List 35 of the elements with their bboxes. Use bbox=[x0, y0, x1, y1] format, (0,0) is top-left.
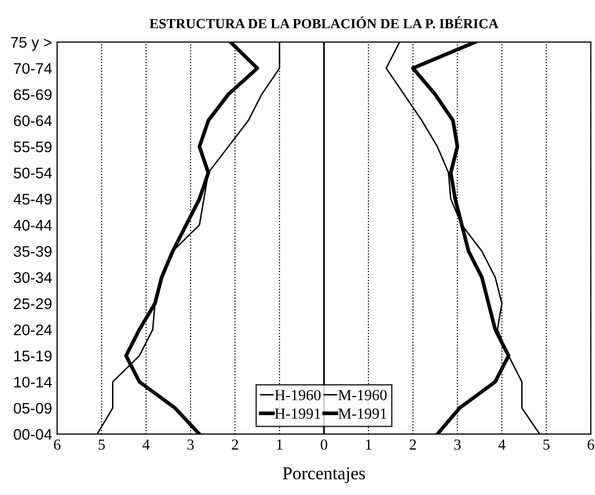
x-tick-label: 4 bbox=[498, 440, 506, 450]
legend-label: H-1960 bbox=[274, 390, 321, 400]
legend-label: H-1991 bbox=[274, 408, 320, 419]
x-tick-label: 5 bbox=[98, 440, 105, 450]
y-tick-label: 00-04 bbox=[14, 428, 52, 440]
legend-label: M-1960 bbox=[338, 390, 387, 400]
x-tick-label: 4 bbox=[142, 440, 150, 450]
x-tick-label: 5 bbox=[543, 440, 550, 450]
x-tick-label: 3 bbox=[454, 439, 461, 450]
y-tick-label: 30-34 bbox=[14, 272, 52, 283]
legend-label: M-1991 bbox=[338, 408, 386, 419]
y-tick-label: 15-19 bbox=[14, 350, 52, 362]
y-tick-label: 65-69 bbox=[14, 89, 52, 100]
x-tick-label: 2 bbox=[232, 439, 238, 450]
y-tick-label: 25-29 bbox=[14, 298, 52, 310]
chart-title: ESTRUCTURA DE LA POBLACIÓN DE LA P. IBÉRICA bbox=[150, 16, 498, 28]
y-tick-label: 20-24 bbox=[14, 324, 52, 336]
x-tick-label: 1 bbox=[366, 439, 372, 450]
x-tick-label: 2 bbox=[410, 439, 416, 450]
y-tick-label: 35-39 bbox=[14, 246, 52, 257]
x-tick-label: 3 bbox=[187, 439, 194, 450]
y-tick-label: 55-59 bbox=[14, 141, 52, 152]
y-tick-label: 45-49 bbox=[14, 194, 52, 205]
x-tick-label: 0 bbox=[320, 439, 328, 450]
y-tick-label: 70-74 bbox=[14, 63, 52, 74]
x-axis-title: Porcentajes bbox=[282, 467, 365, 484]
y-tick-label: 75 y > bbox=[11, 37, 52, 51]
x-tick-label: 6 bbox=[54, 439, 60, 450]
y-tick-label: 50-54 bbox=[14, 168, 52, 178]
y-tick-label: 10-14 bbox=[14, 376, 52, 388]
y-tick-label: 60-64 bbox=[14, 115, 52, 126]
y-tick-label: 05-09 bbox=[14, 402, 52, 414]
x-tick-label: 6 bbox=[588, 439, 594, 450]
y-tick-label: 40-44 bbox=[14, 220, 52, 231]
x-tick-label: 1 bbox=[277, 439, 282, 450]
